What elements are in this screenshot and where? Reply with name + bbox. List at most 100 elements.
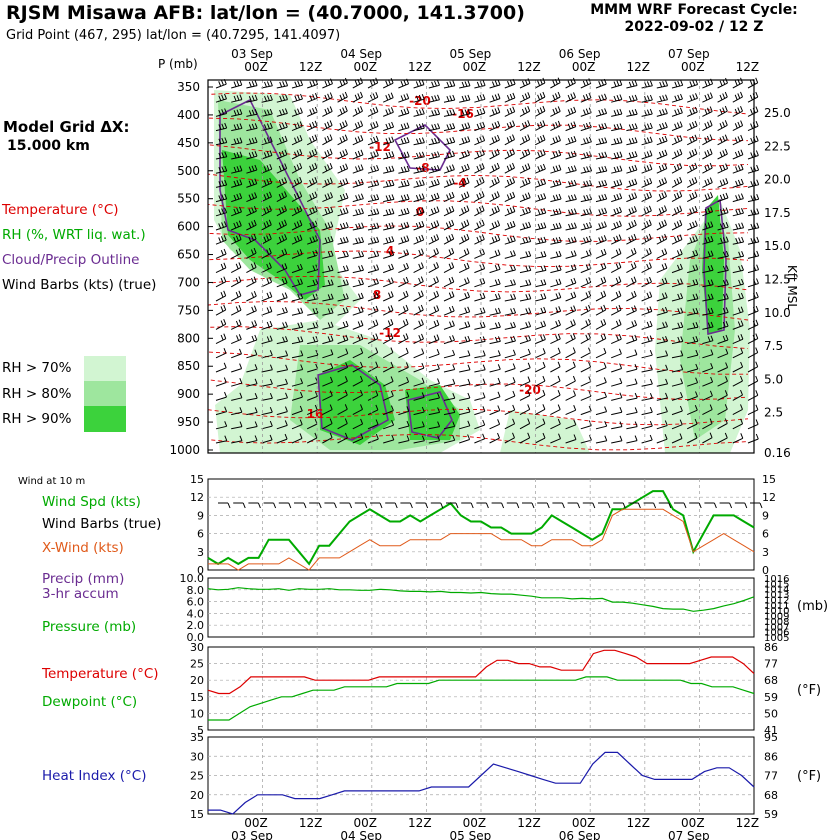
wind-barb — [626, 151, 638, 160]
top-time-label: 00Z — [353, 60, 377, 74]
wind-barb — [443, 164, 455, 174]
surface-wind-barb — [248, 502, 261, 509]
wind-barb — [702, 177, 713, 188]
wind-barb — [565, 277, 577, 288]
wind-barb — [747, 404, 759, 416]
wind-barb — [747, 91, 759, 103]
wind-barb — [489, 120, 501, 132]
wind-barb — [231, 193, 243, 203]
wind-series-line — [208, 508, 755, 571]
heat-index-y-tick: 20 — [190, 789, 204, 802]
wind-barb — [474, 292, 486, 302]
wind-barb — [595, 262, 607, 274]
wind-barb — [565, 106, 577, 117]
wind-barb — [459, 277, 470, 288]
wind-barb — [732, 106, 743, 117]
wind-barb — [367, 77, 379, 89]
wind-barb — [246, 407, 258, 416]
wind-barb — [459, 392, 471, 401]
wind-barb — [656, 135, 668, 146]
wind-barb — [443, 178, 455, 188]
wind-barb — [352, 77, 363, 89]
wind-barb — [322, 177, 333, 188]
wind-barb — [367, 305, 379, 316]
wind-barb — [246, 164, 258, 174]
wind-barb — [504, 177, 516, 188]
wind-barb — [595, 347, 607, 359]
wind-barb — [474, 163, 485, 174]
wind-barb — [747, 278, 759, 288]
precip-pressure-y2-tick: 1010 — [764, 606, 789, 617]
wind-y2-tick: 15 — [762, 473, 776, 486]
wind-barb — [367, 92, 379, 103]
pressure-tick-label: 750 — [177, 303, 200, 317]
wind-barb — [489, 134, 500, 146]
grid-point-subtitle: Grid Point (467, 295) lat/lon = (40.7295… — [6, 28, 341, 43]
wind-barb — [261, 350, 273, 359]
wind-barb — [474, 321, 486, 330]
wind-barb — [626, 320, 638, 330]
wind-barb — [595, 406, 608, 416]
wind-barb — [595, 165, 608, 174]
wind-barb — [656, 364, 669, 373]
wind-barb — [337, 432, 348, 444]
wind-barb — [337, 178, 349, 188]
wind-barb — [519, 92, 531, 103]
wind-barb — [535, 265, 547, 274]
wind-barb — [383, 121, 395, 132]
wind-barb — [261, 150, 273, 160]
wind-barb — [519, 362, 531, 373]
wind-barb — [747, 194, 760, 203]
wind-barb — [352, 375, 363, 387]
wind-barb — [230, 262, 242, 274]
wind-barb — [383, 165, 395, 174]
wind-barb — [611, 165, 623, 174]
wind-barb — [322, 250, 334, 259]
wind-barb — [702, 404, 713, 416]
wind-barb — [246, 334, 258, 345]
wind-barb — [550, 236, 562, 245]
wind-barb — [291, 364, 304, 373]
wind-barb — [550, 250, 562, 259]
wind-barb — [215, 93, 227, 103]
heat-index-legend: Heat Index (°C) — [42, 768, 147, 784]
wind-barb — [443, 435, 456, 444]
wind-barb — [595, 108, 608, 117]
wind-barb — [626, 247, 637, 259]
wind-barb — [322, 390, 333, 401]
wind-barb — [702, 363, 714, 373]
bottom-time-label: 00Z — [572, 816, 596, 830]
surface-wind-barb — [598, 502, 611, 509]
wind-barb — [610, 319, 622, 330]
wind-barb — [595, 391, 607, 401]
precip-pressure-y2-tick: 1005 — [764, 633, 789, 644]
wind-barb — [641, 108, 653, 117]
wind-barb — [276, 406, 288, 416]
temperature-y2-tick: 86 — [764, 641, 778, 654]
wind-barb — [611, 392, 623, 401]
wind-barb — [337, 362, 349, 373]
wind-barb — [459, 108, 471, 117]
wind-barb — [519, 236, 532, 245]
wind-barb — [307, 220, 318, 231]
wind-barb — [732, 306, 744, 316]
wind-barb — [717, 134, 728, 146]
wind-barb — [246, 320, 258, 330]
wind-barb — [367, 291, 379, 302]
wind-barb — [732, 236, 745, 245]
wind-barb — [215, 108, 228, 117]
wind-barb — [398, 107, 410, 117]
surface-wind-barb — [506, 502, 520, 509]
wind-barb — [231, 392, 243, 401]
wind-barb — [489, 205, 500, 217]
temperature-contour — [207, 301, 749, 321]
wind-barb — [732, 193, 744, 203]
wind-barb — [519, 418, 531, 430]
wind-barb — [352, 135, 364, 146]
wind-barb — [519, 348, 531, 359]
wind-barb — [702, 307, 714, 316]
wind-barb — [413, 123, 425, 132]
wind-barb — [322, 134, 333, 146]
top-date-label: 06 Sep — [559, 47, 601, 61]
wind-barb — [443, 364, 456, 373]
